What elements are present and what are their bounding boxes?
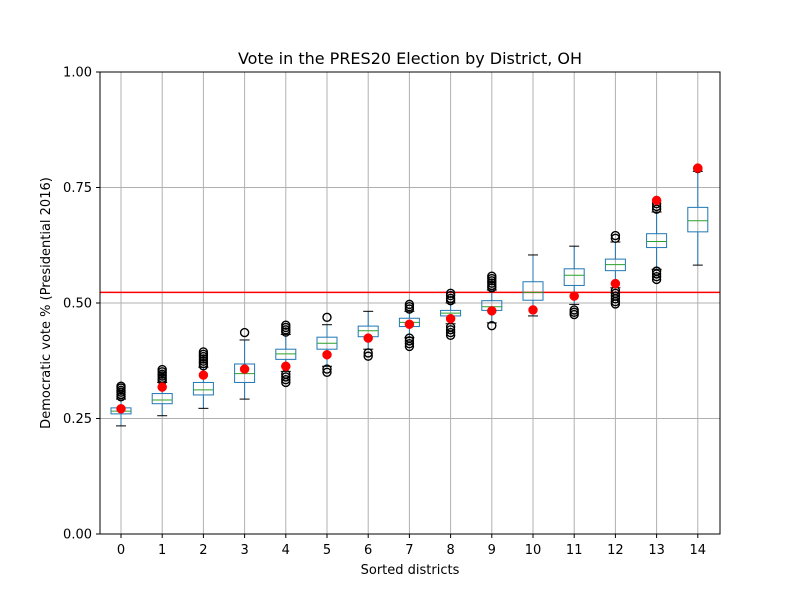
x-tick-label: 9	[488, 543, 496, 558]
x-tick-label: 6	[364, 543, 372, 558]
box-district-8	[440, 288, 462, 341]
outlier-point	[610, 291, 621, 301]
x-tick-label: 4	[282, 543, 290, 558]
outlier-point	[651, 204, 662, 214]
y-tick-label: 0.75	[63, 181, 92, 196]
x-tick-label: 10	[525, 543, 542, 558]
y-axis-label: Democratic vote % (Presidential 2016)	[39, 177, 54, 429]
outlier-point	[445, 325, 456, 335]
enacted-marker	[528, 305, 538, 315]
x-axis-label: Sorted districts	[361, 563, 460, 578]
enacted-marker	[239, 364, 250, 374]
outlier-point	[198, 347, 209, 357]
outlier-point	[651, 266, 662, 276]
x-tick-label: 7	[405, 543, 413, 558]
x-tick-label: 3	[240, 543, 248, 558]
y-tick-label: 0.00	[63, 528, 92, 543]
outlier-point	[404, 333, 415, 343]
outlier-point	[487, 320, 497, 331]
outlier-point	[569, 305, 579, 315]
x-axis-ticks: 0 1 2 3 4 5 6 7 8 9 10 11 12 13 14	[117, 534, 706, 558]
outlier-point	[116, 381, 126, 391]
x-tick-label: 1	[158, 543, 166, 558]
outlier-point	[610, 230, 621, 241]
outlier-point	[404, 338, 415, 349]
outlier-point	[651, 269, 662, 279]
outlier-point	[610, 288, 621, 298]
outlier-point	[322, 367, 332, 377]
box-iqr	[192, 381, 214, 396]
box-district-5	[316, 312, 338, 377]
enacted-marker	[363, 333, 373, 343]
outlier-point	[157, 364, 167, 375]
box-iqr	[563, 268, 585, 286]
x-tick-label: 14	[690, 543, 707, 558]
box-iqr	[687, 206, 709, 233]
box-district-0	[110, 381, 132, 427]
enacted-markers	[116, 163, 703, 414]
outlier-point	[445, 288, 456, 298]
outlier-point	[404, 336, 415, 346]
box-district-10	[522, 254, 544, 317]
enacted-marker	[487, 306, 497, 316]
y-tick-label: 1.00	[63, 66, 92, 81]
outlier-point	[281, 374, 291, 385]
outlier-point	[281, 372, 291, 382]
outlier-point	[363, 351, 373, 361]
enacted-marker	[198, 370, 209, 380]
x-tick-label: 5	[323, 543, 331, 558]
outlier-point	[651, 271, 662, 282]
y-axis-ticks: 0.00 0.25 0.50 0.75 1.00	[63, 66, 100, 543]
enacted-marker	[404, 319, 415, 330]
chart-title: Vote in the PRES20 Election by District,…	[238, 49, 582, 68]
outlier-point	[322, 364, 332, 374]
enacted-marker	[610, 278, 621, 289]
x-tick-label: 0	[117, 543, 125, 558]
outlier-point	[239, 327, 250, 338]
outlier-point	[445, 293, 456, 304]
box-iqr	[646, 233, 668, 249]
outlier-point	[363, 348, 373, 358]
y-tick-label: 0.50	[63, 297, 92, 312]
box-district-6	[357, 310, 379, 361]
x-tick-label: 13	[648, 543, 665, 558]
outlier-point	[404, 299, 415, 310]
box-iqr	[522, 281, 544, 301]
enacted-marker	[651, 195, 662, 206]
x-tick-label: 12	[607, 543, 624, 558]
outlier-point	[610, 233, 621, 244]
enacted-marker	[693, 163, 703, 173]
enacted-marker	[281, 361, 291, 372]
enacted-marker	[322, 349, 332, 360]
outlier-point	[445, 327, 456, 338]
y-tick-label: 0.25	[63, 412, 92, 427]
box-district-2	[192, 347, 214, 409]
enacted-marker	[445, 313, 456, 324]
enacted-marker	[157, 382, 167, 392]
enacted-marker	[569, 291, 579, 301]
x-tick-label: 2	[199, 543, 207, 558]
outlier-point	[322, 312, 332, 323]
enacted-marker	[116, 404, 126, 414]
x-tick-label: 11	[566, 543, 583, 558]
outlier-point	[487, 271, 497, 281]
outlier-point	[281, 320, 291, 330]
x-tick-label: 8	[446, 543, 454, 558]
box-iqr	[151, 393, 173, 405]
